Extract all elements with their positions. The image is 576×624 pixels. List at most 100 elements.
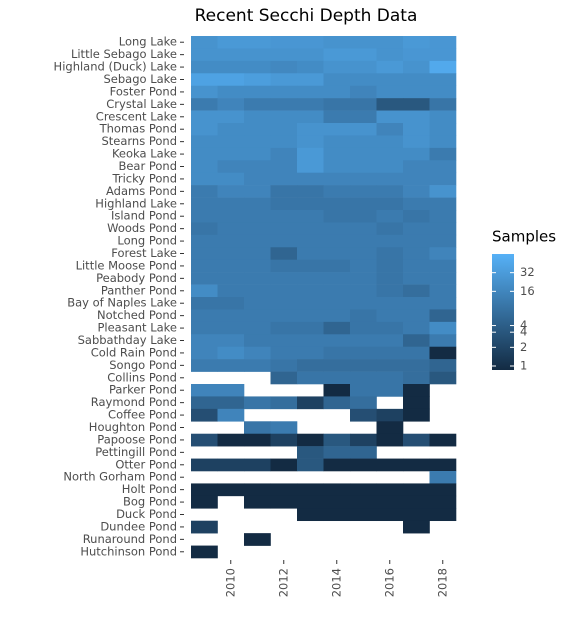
cell (323, 259, 351, 273)
cell (191, 234, 218, 248)
cell (217, 185, 245, 198)
cell (403, 98, 430, 111)
y-tick-label: Bay of Naples Lake (67, 296, 177, 310)
cell (403, 309, 430, 323)
cell (403, 210, 430, 223)
cell (350, 321, 377, 335)
cell (191, 384, 218, 397)
cell (270, 272, 298, 285)
cell (429, 433, 457, 447)
cell (429, 185, 457, 198)
cell (429, 172, 457, 186)
cell (429, 147, 457, 161)
cell (376, 421, 404, 435)
cell (270, 309, 298, 323)
cell (270, 222, 298, 236)
cell (191, 48, 218, 62)
cell (244, 73, 271, 87)
cell (191, 321, 218, 335)
cell (323, 60, 351, 74)
y-tick-label: Foster Pond (110, 84, 177, 98)
cell (376, 160, 404, 174)
cell (270, 160, 298, 174)
y-tick-label: Highland Lake (95, 196, 177, 210)
cell (297, 446, 324, 459)
y-tick-label: Songo Pond (109, 358, 177, 372)
cell (270, 197, 298, 211)
cell (403, 483, 430, 497)
cell (350, 234, 377, 248)
cell (350, 222, 377, 236)
cell (270, 48, 298, 62)
cell (429, 272, 457, 285)
cell (217, 135, 245, 149)
cell (323, 98, 351, 111)
cell (350, 36, 377, 49)
y-tick-label: Notched Pond (97, 308, 177, 322)
cell (350, 247, 377, 261)
cell (297, 222, 324, 236)
cell (270, 371, 298, 385)
cell (323, 73, 351, 87)
cell (270, 210, 298, 223)
cell (191, 458, 218, 472)
cell (244, 172, 271, 186)
cell (270, 321, 298, 335)
y-tick-label: Pleasant Lake (97, 321, 177, 335)
cell (297, 85, 324, 99)
y-tick-label: Forest Lake (111, 246, 177, 260)
cell (429, 483, 457, 497)
cell (376, 272, 404, 285)
cell (376, 234, 404, 248)
cell (323, 185, 351, 198)
cell (191, 98, 218, 111)
cell (191, 135, 218, 149)
cell (403, 147, 430, 161)
y-tick-label: Stearns Pond (101, 134, 177, 148)
cell (403, 297, 430, 310)
cell (217, 60, 245, 74)
cell (323, 147, 351, 161)
cell (244, 98, 271, 111)
cell (217, 98, 245, 111)
cell (323, 160, 351, 174)
y-tick-label: Hutchinson Pond (80, 544, 177, 558)
cell (429, 234, 457, 248)
y-tick-label: Papoose Pond (97, 432, 177, 446)
cell (270, 36, 298, 49)
cell (270, 346, 298, 360)
cell (350, 48, 377, 62)
cell (403, 48, 430, 62)
cell (297, 396, 324, 410)
cell (217, 85, 245, 99)
cell (323, 483, 351, 497)
cell (270, 247, 298, 261)
cell (403, 284, 430, 298)
y-tick-label: Pettingill Pond (95, 445, 177, 459)
cell (217, 408, 245, 422)
cell (429, 85, 457, 99)
cell (191, 73, 218, 87)
y-tick-label: Crystal Lake (106, 97, 177, 111)
cell (191, 297, 218, 310)
cell (244, 297, 271, 310)
cell (297, 98, 324, 111)
cell (350, 408, 377, 422)
cell (403, 359, 430, 372)
y-tick-label: Sebago Lake (104, 72, 178, 86)
cell (403, 36, 430, 49)
cell (429, 359, 457, 372)
y-tick-label: Island Pond (111, 209, 177, 223)
cell (403, 247, 430, 261)
cell (429, 334, 457, 348)
cell (376, 247, 404, 261)
y-tick-label: Dundee Pond (100, 519, 177, 533)
cell (217, 284, 245, 298)
cell (429, 471, 457, 484)
cell (244, 533, 271, 546)
cell (217, 197, 245, 211)
cell (429, 60, 457, 74)
x-tick-label: 2012 (276, 568, 290, 597)
cell (244, 60, 271, 74)
cell (297, 135, 324, 149)
